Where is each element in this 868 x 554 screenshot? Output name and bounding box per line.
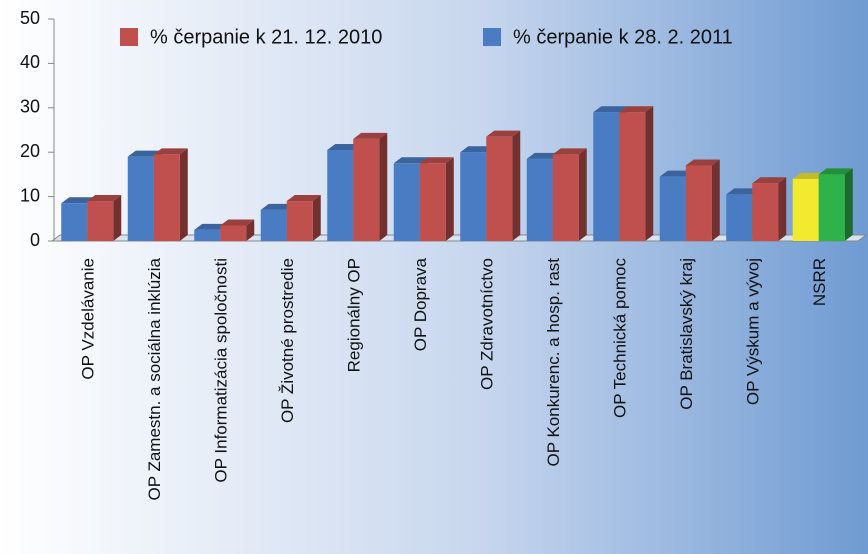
legend-swatch: [483, 28, 501, 46]
bar-top: [659, 170, 694, 177]
bar-top: [286, 195, 321, 202]
bar-top: [792, 172, 827, 179]
bar-side: [711, 159, 720, 241]
bar-top: [194, 223, 229, 230]
bar: [460, 152, 487, 241]
y-tick-label: 50: [20, 8, 40, 28]
bar-top: [818, 168, 853, 175]
y-tick-label: 30: [20, 97, 40, 117]
x-tick-label: OP Konkurenc. a hosp. rast: [544, 258, 563, 467]
bar: [818, 174, 845, 241]
bar: [552, 154, 579, 241]
bar: [726, 194, 753, 241]
bar-side: [778, 177, 787, 241]
bar-top: [552, 148, 587, 155]
bar: [286, 201, 313, 241]
bar: [526, 158, 553, 241]
bar-top: [486, 130, 521, 137]
bar-top: [619, 106, 654, 113]
bar: [752, 183, 779, 241]
bar: [260, 209, 287, 241]
bar-top: [327, 143, 362, 150]
bar-top: [153, 148, 188, 155]
bar-side: [312, 195, 321, 241]
bar-top: [460, 146, 495, 153]
bar: [685, 165, 712, 241]
bar-side: [246, 219, 255, 241]
x-tick-label: Regionálny OP: [345, 258, 364, 372]
x-tick-label: NSRR: [810, 258, 829, 306]
bar: [419, 163, 446, 241]
x-tick-label: OP Technická pomoc: [611, 258, 630, 419]
bar: [792, 178, 819, 241]
bar: [327, 149, 354, 241]
y-tick-label: 0: [30, 230, 40, 250]
legend-swatch: [120, 28, 138, 46]
bar-top: [593, 106, 628, 113]
x-tick-label: OP Zdravotníctvo: [478, 258, 497, 390]
bar: [220, 225, 247, 241]
bar: [486, 136, 513, 241]
bar-top: [393, 157, 428, 164]
bar-top: [87, 195, 122, 202]
bar: [194, 229, 221, 241]
y-tick-label: 40: [20, 52, 40, 72]
bar-top: [61, 197, 96, 204]
bar: [619, 112, 646, 242]
x-tick-label: OP Vzdelávanie: [79, 258, 98, 380]
bar-side: [512, 130, 521, 241]
bar-top: [726, 188, 761, 195]
bar: [593, 112, 620, 242]
bar-top: [526, 152, 561, 159]
bar: [127, 156, 154, 241]
x-tick-label: OP Doprava: [411, 257, 430, 351]
bar-top: [220, 219, 255, 226]
x-tick-label: OP Životné prostredie: [278, 258, 297, 423]
bar-side: [379, 132, 388, 241]
bar: [393, 163, 420, 241]
x-tick-label: OP Zamestn. a sociálna inklúzia: [145, 257, 164, 500]
bar: [61, 203, 88, 241]
bar-top: [752, 177, 787, 184]
bar-top: [260, 203, 295, 210]
bar-top: [419, 157, 454, 164]
bar: [87, 201, 114, 241]
bar-side: [645, 106, 654, 242]
legend-label: % čerpanie k 21. 12. 2010: [150, 26, 382, 48]
bar: [659, 176, 686, 241]
y-tick-label: 20: [20, 141, 40, 161]
bar-top: [127, 150, 162, 157]
bar: [153, 154, 180, 241]
bar-side: [844, 168, 853, 241]
x-tick-label: OP Informatizácia spoločnosti: [212, 258, 231, 483]
bar-side: [578, 148, 587, 241]
x-tick-label: OP Výskum a vývoj: [744, 258, 763, 405]
legend-label: % čerpanie k 28. 2. 2011: [513, 26, 733, 48]
bar-top: [685, 159, 720, 166]
bar-top: [353, 132, 388, 139]
y-tick-label: 10: [20, 185, 40, 205]
bar: [353, 138, 380, 241]
bar-side: [179, 148, 188, 241]
bar-side: [113, 195, 122, 241]
x-tick-label: OP Bratislavský kraj: [677, 258, 696, 410]
bar-side: [445, 157, 454, 241]
